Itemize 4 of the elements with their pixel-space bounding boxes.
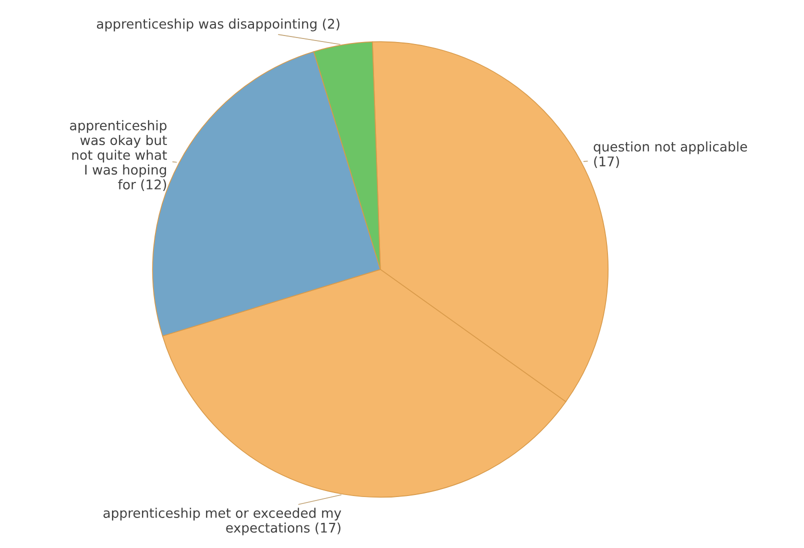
slice-label: question not applicable (17) [594, 141, 747, 168]
slice-label: apprenticeship was disappointing (2) [96, 18, 340, 32]
slice-label: apprenticeship met or exceeded my expectations (17) [104, 508, 342, 536]
slice-label: apprenticeship was okay but not quite what I was hoping for (12) [70, 120, 167, 192]
